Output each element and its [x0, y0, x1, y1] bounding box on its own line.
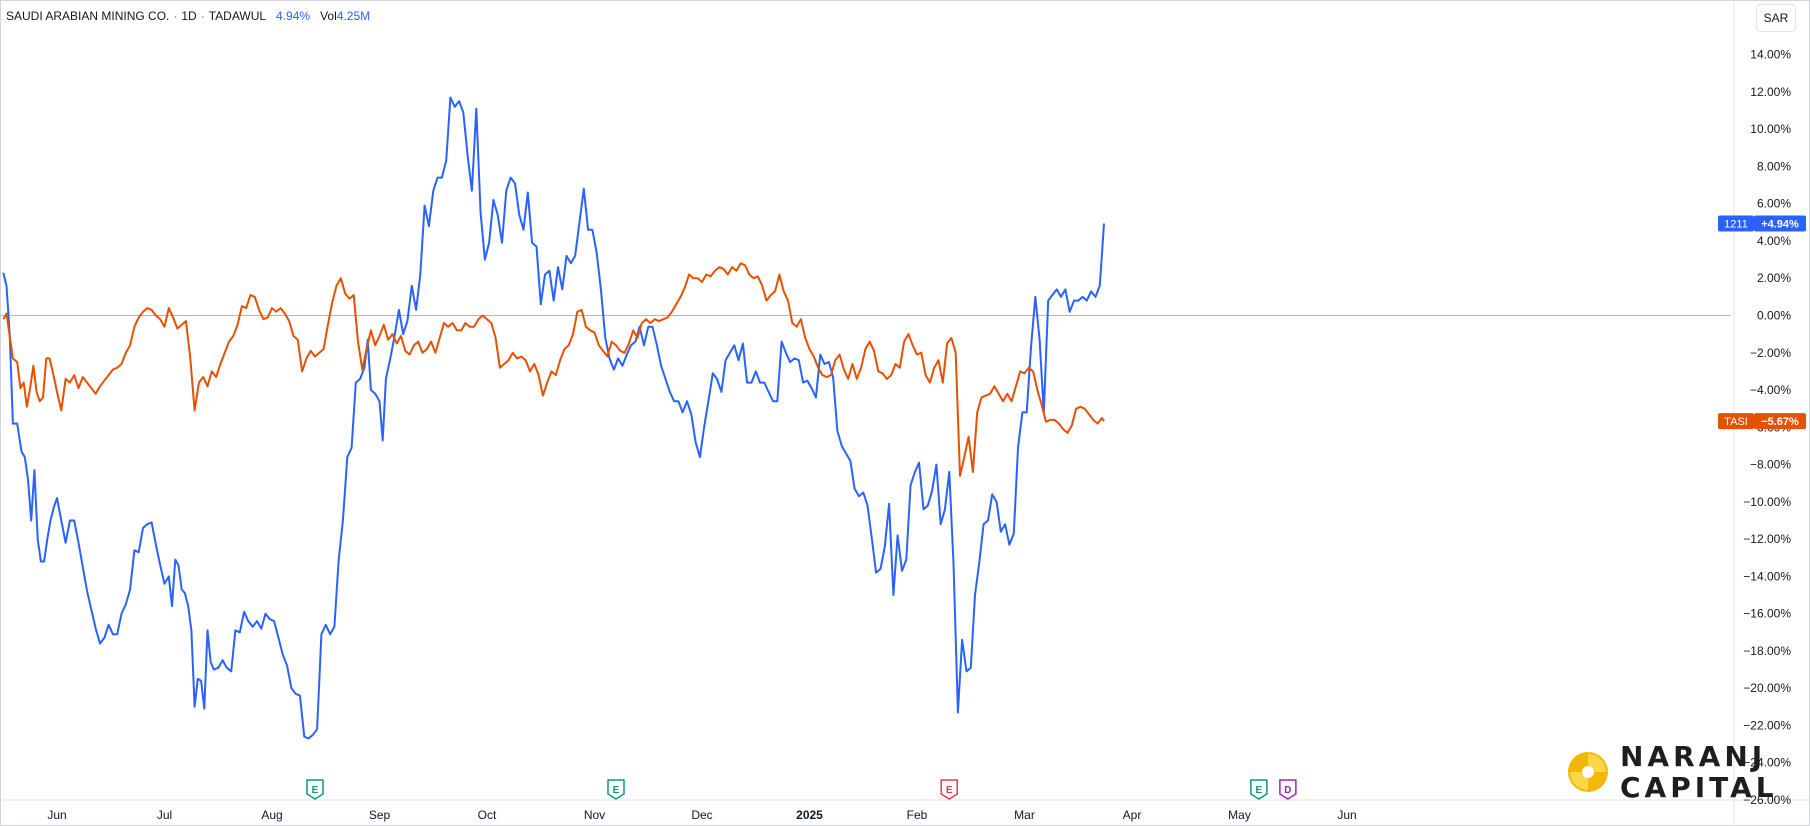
x-tick-label: Mar — [1014, 808, 1035, 822]
earnings-letter: E — [1256, 785, 1263, 796]
x-tick-label: Aug — [261, 808, 282, 822]
last-value-label-1211: 1211 +4.94% — [1718, 215, 1806, 232]
y-tick-label: −8.00% — [1750, 458, 1791, 472]
series-name-box — [1718, 215, 1754, 232]
earnings-letter: E — [312, 785, 319, 796]
logo-word-2: CAPITAL — [1620, 771, 1778, 804]
y-tick-label: 2.00% — [1757, 271, 1791, 285]
x-tick-label: Nov — [584, 808, 605, 822]
y-tick-label: −20.00% — [1743, 681, 1791, 695]
x-tick-label: 2025 — [796, 808, 823, 822]
y-tick-label: 4.00% — [1757, 234, 1791, 248]
naranj-capital-logo: NARANJ CAPITAL — [1566, 740, 1778, 804]
volume-value: 4.25M — [336, 9, 371, 23]
y-tick-label: 12.00% — [1750, 85, 1791, 99]
y-tick-label: −4.00% — [1750, 383, 1791, 397]
series-name-box — [1718, 413, 1754, 430]
x-tick-label: Oct — [478, 808, 497, 822]
dividend-badge[interactable] — [1279, 779, 1297, 800]
x-tick-label: Jun — [47, 808, 66, 822]
earnings-badge[interactable] — [607, 779, 625, 800]
x-tick-label: Jun — [1337, 808, 1356, 822]
y-tick-label: 0.00% — [1757, 309, 1791, 323]
y-tick-label: −18.00% — [1743, 644, 1791, 658]
naranj-logo-icon — [1568, 752, 1608, 792]
earnings-badge[interactable] — [940, 779, 958, 800]
logo-word-1: NARANJ — [1620, 740, 1767, 773]
series-value-tag: +4.94% — [1761, 218, 1799, 230]
symbol-name[interactable]: SAUDI ARABIAN MINING CO. — [6, 9, 170, 23]
volume-label: Vol — [320, 9, 337, 23]
series-name-tag: TASI — [1724, 416, 1748, 428]
x-tick-label: Jul — [157, 808, 172, 822]
y-tick-label: −12.00% — [1743, 532, 1791, 546]
y-tick-label: 14.00% — [1750, 48, 1791, 62]
earnings-letter: E — [946, 785, 953, 796]
change-percent: 4.94% — [276, 9, 311, 23]
dividend-letter: D — [1284, 785, 1291, 796]
last-value-label-tasi: TASI −5.67% — [1718, 413, 1806, 430]
y-tick-label: 6.00% — [1757, 197, 1791, 211]
series-value-tag: −5.67% — [1761, 416, 1799, 428]
series-value-box — [1754, 215, 1806, 232]
earnings-marker[interactable]: E — [607, 779, 625, 800]
x-tick-label: Feb — [907, 808, 928, 822]
earnings-badge[interactable] — [306, 779, 324, 800]
series-name-tag: 1211 — [1724, 218, 1748, 230]
y-tick-label: −24.00% — [1743, 756, 1791, 770]
interval-label[interactable]: 1D — [181, 9, 197, 23]
earnings-letter: E — [613, 785, 620, 796]
earnings-marker[interactable]: E — [306, 779, 324, 800]
x-tick-label: May — [1228, 808, 1251, 822]
y-tick-label: −2.00% — [1750, 346, 1791, 360]
earnings-badge[interactable] — [1250, 779, 1268, 800]
y-tick-label: 8.00% — [1757, 159, 1791, 173]
currency-button[interactable]: SAR — [1756, 4, 1796, 32]
x-tick-label: Sep — [369, 808, 391, 822]
y-tick-label: −10.00% — [1743, 495, 1791, 509]
earnings-marker[interactable]: E — [1250, 779, 1268, 800]
y-tick-label: −16.00% — [1743, 607, 1791, 621]
earnings-marker[interactable]: E — [940, 779, 958, 800]
chart-header: SAUDI ARABIAN MINING CO. · 1D · TADAWUL … — [6, 6, 370, 26]
header-separator: · — [200, 9, 205, 23]
header-separator: · — [173, 9, 178, 23]
series-value-box — [1754, 413, 1806, 430]
y-tick-label: −26.00% — [1743, 793, 1791, 807]
x-tick-label: Dec — [691, 808, 712, 822]
dividend-marker[interactable]: D — [1279, 779, 1297, 800]
y-tick-label: 10.00% — [1750, 122, 1791, 136]
exchange-label: TADAWUL — [208, 9, 267, 23]
y-tick-label: −14.00% — [1743, 569, 1791, 583]
series-line-1211 — [2, 96, 1105, 740]
y-tick-label: −22.00% — [1743, 718, 1791, 732]
x-tick-label: Apr — [1123, 808, 1142, 822]
series-line-tasi — [2, 262, 1105, 477]
